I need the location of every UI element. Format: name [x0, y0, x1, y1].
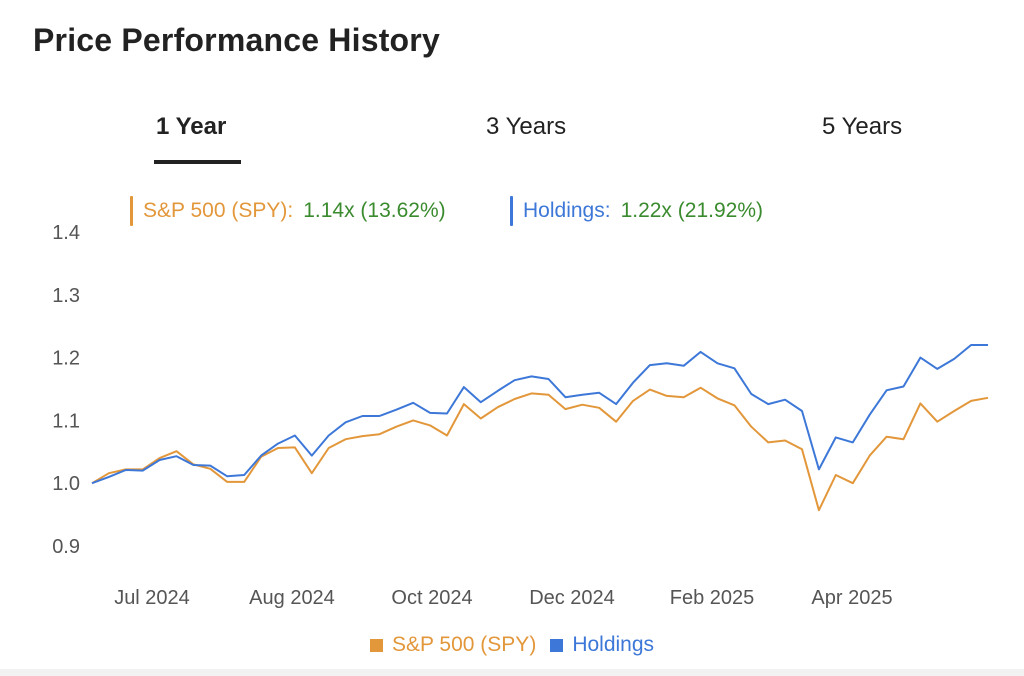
holdings-summary-value: 1.22x (21.92%) — [620, 199, 763, 222]
legend-item-holdings[interactable]: Holdings — [550, 633, 654, 657]
y-tick-label: 1.0 — [52, 473, 80, 495]
x-tick-label: Apr 2025 — [811, 587, 892, 609]
holdings-marker — [510, 196, 513, 226]
x-tick-label: Oct 2024 — [391, 587, 472, 609]
active-tab-indicator — [154, 160, 241, 164]
holdings-summary-label: Holdings: — [523, 199, 611, 222]
footer-divider — [0, 669, 1024, 676]
x-tick-label: Feb 2025 — [670, 587, 755, 609]
chart-legend: S&P 500 (SPY) Holdings — [0, 633, 1024, 657]
x-tick-label: Aug 2024 — [249, 587, 335, 609]
y-tick-label: 1.2 — [52, 348, 80, 370]
holdings-line — [91, 344, 988, 485]
legend-swatch-spy — [369, 638, 383, 652]
y-tick-label: 1.1 — [52, 410, 80, 432]
page-title: Price Performance History — [33, 22, 440, 58]
spy-summary: S&P 500 (SPY): 1.14x (13.62%) — [130, 196, 446, 226]
holdings-summary: Holdings: 1.22x (21.92%) — [510, 196, 763, 226]
spy-line — [91, 386, 989, 512]
legend-label-spy: S&P 500 (SPY) — [391, 633, 537, 656]
spy-summary-label: S&P 500 (SPY): — [143, 199, 294, 222]
legend-swatch-holdings — [550, 638, 564, 652]
legend-item-spy[interactable]: S&P 500 (SPY) — [369, 633, 537, 657]
tab-3-years[interactable]: 3 Years — [486, 113, 567, 140]
legend-label-holdings: Holdings — [572, 633, 655, 656]
x-tick-label: Dec 2024 — [529, 587, 615, 609]
x-tick-label: Jul 2024 — [114, 587, 190, 609]
y-tick-label: 1.3 — [52, 285, 80, 307]
spy-summary-value: 1.14x (13.62%) — [303, 199, 446, 222]
y-tick-label: 0.9 — [52, 536, 80, 558]
tab-5-years[interactable]: 5 Years — [822, 113, 903, 140]
tab-1-year[interactable]: 1 Year — [156, 113, 227, 140]
y-tick-label: 1.4 — [52, 222, 80, 244]
spy-marker — [130, 196, 133, 226]
